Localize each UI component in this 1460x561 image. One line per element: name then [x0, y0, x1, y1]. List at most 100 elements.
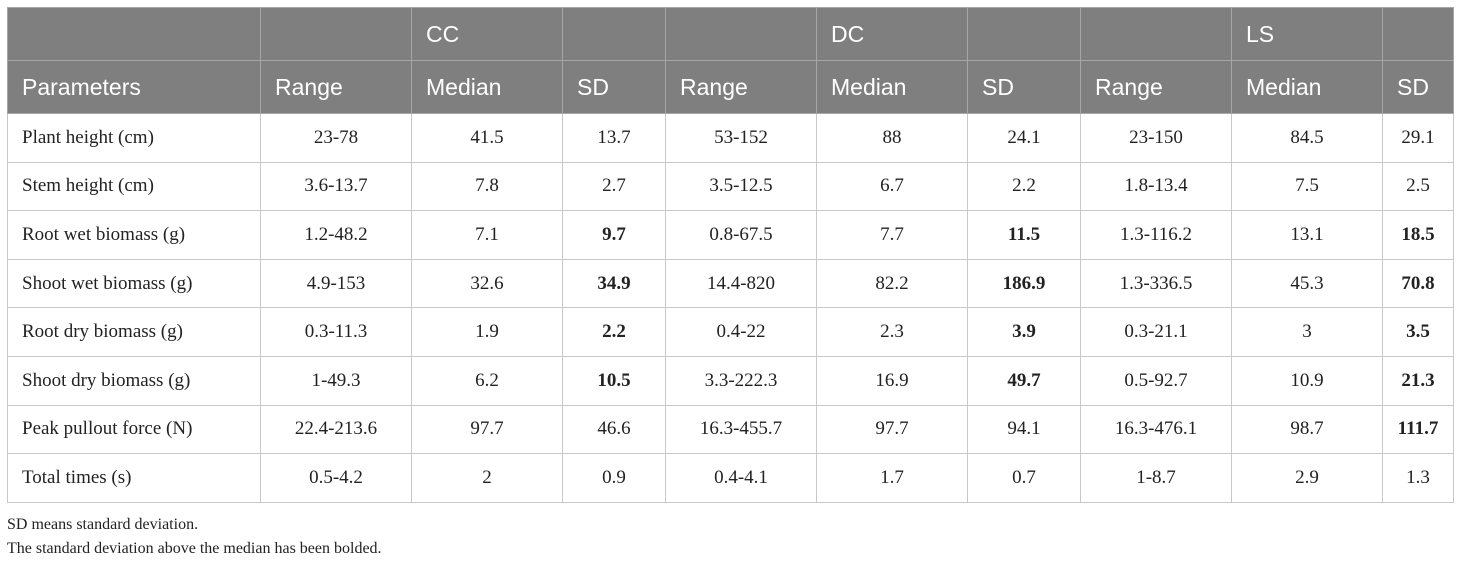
value-cell: 3.3-222.3	[665, 355, 817, 406]
value-cell: 2.2	[562, 307, 666, 357]
table-body: Plant height (cm) 23-78 41.5 13.7 53-152 88 24…	[7, 113, 1454, 503]
value-cell: 0.9	[562, 453, 666, 503]
value-cell: 6.7	[816, 161, 968, 212]
parameter-cell: Root wet biomass (g)	[7, 210, 261, 260]
table-container: CC DC LS Parameters Range Median SD Rang…	[7, 7, 1454, 561]
value-cell: 84.5	[1231, 113, 1383, 163]
column-header-row: Parameters Range Median SD Range Median …	[7, 60, 1454, 114]
column-header-sd: SD	[967, 60, 1081, 114]
footnote-sd: SD means standard deviation.	[7, 515, 199, 533]
column-header-range: Range	[1080, 60, 1232, 114]
group-header-cell	[260, 7, 412, 61]
group-header-cc: CC	[411, 7, 563, 61]
value-cell: 1-8.7	[1080, 453, 1232, 503]
value-cell: 4.9-153	[260, 258, 412, 309]
value-cell: 2.9	[1231, 453, 1383, 503]
value-cell: 1-49.3	[260, 355, 412, 406]
value-cell: 88	[816, 113, 968, 163]
group-header-ls: LS	[1231, 7, 1383, 61]
parameter-cell: Peak pullout force (N)	[7, 404, 261, 455]
value-cell: 186.9	[967, 258, 1081, 309]
column-header-range: Range	[260, 60, 412, 114]
group-header-cell	[1080, 7, 1232, 61]
group-header-dc: DC	[816, 7, 968, 61]
data-table: CC DC LS Parameters Range Median SD Rang…	[7, 7, 1454, 503]
table-row: Plant height (cm) 23-78 41.5 13.7 53-152 88 24…	[7, 113, 1454, 163]
value-cell: 94.1	[967, 404, 1081, 455]
value-cell: 0.3-21.1	[1080, 307, 1232, 357]
group-header-cell	[562, 7, 666, 61]
column-header-median: Median	[1231, 60, 1383, 114]
value-cell: 1.3-336.5	[1080, 258, 1232, 309]
value-cell: 0.5-92.7	[1080, 355, 1232, 406]
value-cell: 2.3	[816, 307, 968, 357]
value-cell: 9.7	[562, 210, 666, 260]
value-cell: 0.4-22	[665, 307, 817, 357]
value-cell: 111.7	[1382, 404, 1454, 455]
value-cell: 23-150	[1080, 113, 1232, 163]
column-header-sd: SD	[1382, 60, 1454, 114]
parameter-cell: Stem height (cm)	[7, 161, 261, 212]
value-cell: 97.7	[816, 404, 968, 455]
value-cell: 34.9	[562, 258, 666, 309]
value-cell: 1.3-116.2	[1080, 210, 1232, 260]
parameter-cell: Shoot wet biomass (g)	[7, 258, 261, 309]
group-header-cell	[967, 7, 1081, 61]
table-row: Total times (s) 0.5-4.2 2 0.9 0.4-4.1 1.7 0.7 1…	[7, 453, 1454, 503]
value-cell: 1.9	[411, 307, 563, 357]
value-cell: 7.5	[1231, 161, 1383, 212]
value-cell: 70.8	[1382, 258, 1454, 309]
value-cell: 3.9	[967, 307, 1081, 357]
value-cell: 10.5	[562, 355, 666, 406]
value-cell: 29.1	[1382, 113, 1454, 163]
parameter-cell: Plant height (cm)	[7, 113, 261, 163]
value-cell: 16.3-476.1	[1080, 404, 1232, 455]
group-header-cell	[1382, 7, 1454, 61]
value-cell: 0.3-11.3	[260, 307, 412, 357]
group-header-cell	[665, 7, 817, 61]
group-header-cell	[7, 7, 261, 61]
value-cell: 24.1	[967, 113, 1081, 163]
value-cell: 22.4-213.6	[260, 404, 412, 455]
parameter-cell: Shoot dry biomass (g)	[7, 355, 261, 406]
value-cell: 7.1	[411, 210, 563, 260]
footnote-bold: The standard deviation above the median …	[7, 539, 382, 557]
value-cell: 13.7	[562, 113, 666, 163]
value-cell: 97.7	[411, 404, 563, 455]
parameter-cell: Total times (s)	[7, 453, 261, 503]
value-cell: 0.8-67.5	[665, 210, 817, 260]
value-cell: 0.4-4.1	[665, 453, 817, 503]
value-cell: 3.5	[1382, 307, 1454, 357]
value-cell: 6.2	[411, 355, 563, 406]
value-cell: 14.4-820	[665, 258, 817, 309]
table-row: Root wet biomass (g) 1.2-48.2 7.1 9.7 0.8-67…	[7, 210, 1454, 260]
value-cell: 7.7	[816, 210, 968, 260]
value-cell: 2	[411, 453, 563, 503]
group-header-row: CC DC LS	[7, 7, 1454, 61]
value-cell: 18.5	[1382, 210, 1454, 260]
value-cell: 0.5-4.2	[260, 453, 412, 503]
value-cell: 82.2	[816, 258, 968, 309]
value-cell: 7.8	[411, 161, 563, 212]
value-cell: 3	[1231, 307, 1383, 357]
value-cell: 2.2	[967, 161, 1081, 212]
value-cell: 1.7	[816, 453, 968, 503]
value-cell: 0.7	[967, 453, 1081, 503]
value-cell: 49.7	[967, 355, 1081, 406]
table-row: Shoot wet biomass (g) 4.9-153 32.6 34.9 14.4…	[7, 258, 1454, 309]
table-row: Stem height (cm) 3.6-13.7 7.8 2.7 3.5-12.5 6.…	[7, 161, 1454, 212]
table-row: Peak pullout force (N) 22.4-213.6 97.7 46.6…	[7, 404, 1454, 455]
value-cell: 46.6	[562, 404, 666, 455]
value-cell: 13.1	[1231, 210, 1383, 260]
value-cell: 21.3	[1382, 355, 1454, 406]
column-header-range: Range	[665, 60, 817, 114]
value-cell: 1.3	[1382, 453, 1454, 503]
value-cell: 16.3-455.7	[665, 404, 817, 455]
column-header-median: Median	[411, 60, 563, 114]
value-cell: 2.7	[562, 161, 666, 212]
value-cell: 1.2-48.2	[260, 210, 412, 260]
table-footnotes: SD means standard deviation. The standar…	[7, 513, 1453, 561]
value-cell: 1.8-13.4	[1080, 161, 1232, 212]
value-cell: 3.6-13.7	[260, 161, 412, 212]
value-cell: 23-78	[260, 113, 412, 163]
